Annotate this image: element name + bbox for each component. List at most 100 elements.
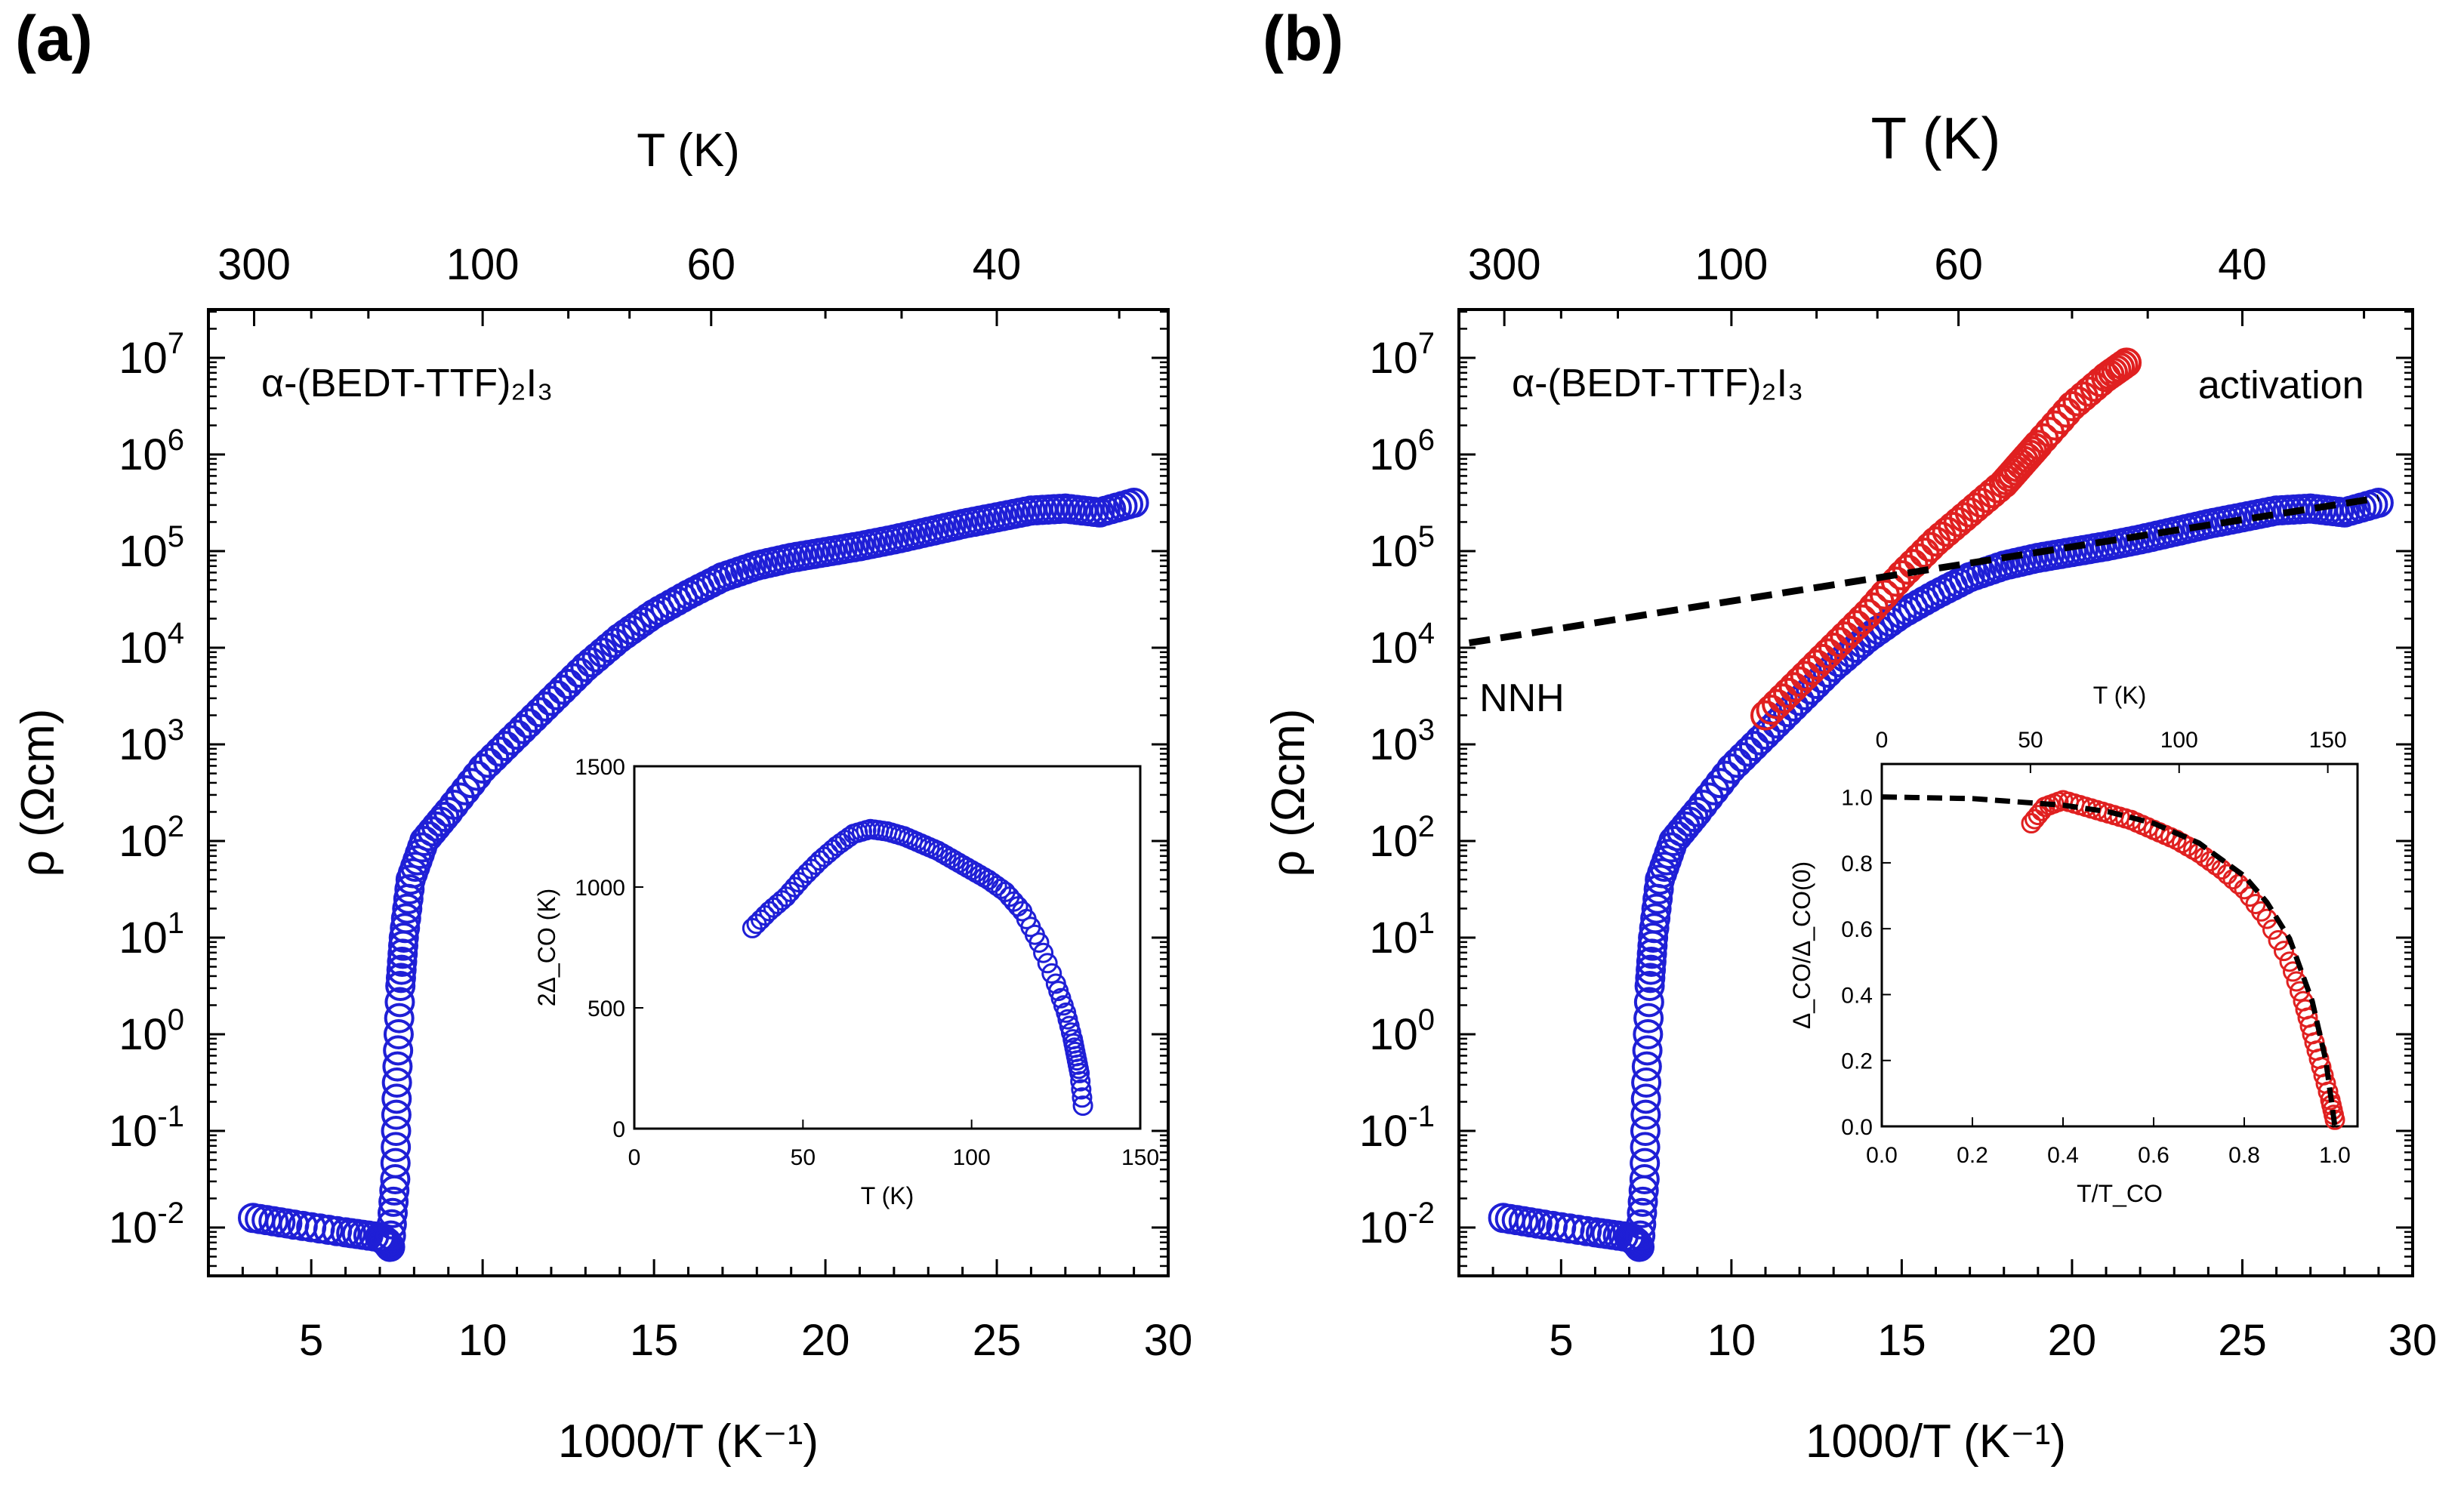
x-tick-label: 15 <box>1877 1316 1926 1365</box>
blue-data-point <box>547 674 578 705</box>
inset-x-tick-label: 0.6 <box>2138 1143 2169 1168</box>
inset-data-point <box>2283 961 2303 982</box>
blue-data-point <box>375 1220 406 1251</box>
blue-data-point <box>1630 1132 1661 1163</box>
blue-data-point <box>386 954 417 985</box>
blue-data-point <box>1630 1116 1661 1146</box>
inset-top-tick-label: 50 <box>2018 728 2043 753</box>
blue-data-point <box>479 742 510 773</box>
blue-data-point <box>524 697 555 728</box>
y-axis-label: ρ (Ωcm) <box>1263 709 1315 877</box>
red-data-point <box>1812 638 1843 669</box>
blue-data-point <box>381 1083 412 1114</box>
red-data-point <box>1778 672 1809 703</box>
blue-data-point <box>376 1209 407 1240</box>
blue-data-point <box>1641 893 1672 924</box>
inset-data-point <box>1072 1095 1093 1117</box>
blue-data-point <box>1633 1003 1664 1034</box>
y-tick-label: 106 <box>1369 424 1435 479</box>
y-tick-label: 102 <box>1369 810 1435 866</box>
inset-x-tick-label: 0 <box>628 1145 641 1170</box>
x-tick-label: 25 <box>973 1316 1022 1365</box>
x-axis-label: 1000/T (K⁻¹) <box>558 1416 819 1468</box>
blue-data-point <box>1634 971 1665 1001</box>
red-data-point <box>1756 695 1787 725</box>
inset-x-label: T (K) <box>861 1182 914 1209</box>
inset-data-point <box>1069 1062 1090 1083</box>
red-data-point <box>1784 666 1815 697</box>
blue-data-point <box>1636 954 1667 985</box>
compound-label: α-(BEDT-TTF)₂I₃ <box>1512 362 1803 405</box>
y-tick-label: 101 <box>1369 907 1435 963</box>
blue-data-point <box>564 658 595 689</box>
blue-data-point <box>385 963 416 993</box>
inset-y-tick-label: 1.0 <box>1841 786 1873 811</box>
blue-data-point <box>519 702 550 733</box>
y-tick-label: 107 <box>1369 327 1435 383</box>
blue-data-point <box>1738 731 1769 762</box>
blue-data-point <box>553 669 584 699</box>
red-data-point <box>1898 549 1929 580</box>
y-tick-label: 10-1 <box>109 1100 184 1156</box>
blue-data-point <box>377 1197 408 1228</box>
blue-data-point <box>1640 903 1671 934</box>
red-data-point <box>1835 615 1866 646</box>
blue-data-point <box>384 1003 415 1034</box>
red-data-point <box>2101 355 2132 385</box>
red-data-point <box>1841 610 1872 641</box>
blue-data-point <box>473 747 504 778</box>
blue-data-point <box>1638 923 1669 953</box>
blue-data-point <box>375 1231 406 1262</box>
inset-frame <box>633 765 1142 1130</box>
inset-data-point <box>2268 929 2289 950</box>
blue-data-point <box>1631 1051 1662 1082</box>
inset-y-tick-label: 1500 <box>575 755 625 780</box>
y-tick-label: 100 <box>119 1003 184 1059</box>
inset-fit-line <box>1881 794 2338 1127</box>
blue-data-point <box>381 1067 412 1098</box>
red-data-point <box>1807 643 1838 674</box>
top-axis-label: T (K) <box>637 125 740 177</box>
blue-data-point <box>381 1099 412 1130</box>
inset-y-tick-label: 0.4 <box>1841 983 1873 1008</box>
inset-y-label: 2Δ_CO (K) <box>533 889 560 1007</box>
blue-data-point <box>1716 753 1747 784</box>
y-tick-label: 10-2 <box>109 1197 184 1252</box>
red-data-point <box>1767 683 1798 714</box>
blue-data-point <box>380 1164 411 1194</box>
inset-y-tick-label: 500 <box>587 997 625 1021</box>
x-tick-label: 20 <box>2048 1316 2097 1365</box>
blue-data-point <box>384 987 415 1018</box>
blue-data-point <box>1625 1220 1656 1251</box>
blue-data-point <box>1630 1148 1661 1178</box>
red-data-point <box>1914 531 1945 562</box>
inset-y-label: Δ_CO/Δ_CO(0) <box>1788 861 1815 1029</box>
blue-data-point <box>390 913 421 944</box>
x-tick-label: 20 <box>801 1316 850 1365</box>
red-data-point <box>2108 350 2139 380</box>
blue-data-point <box>535 685 566 716</box>
blue-data-point <box>501 719 532 750</box>
red-data-point <box>1796 655 1827 685</box>
blue-data-point <box>1626 1209 1657 1240</box>
blue-data-point <box>1632 1035 1663 1066</box>
inset-x-tick-label: 50 <box>791 1145 816 1170</box>
top-tick-label: 300 <box>1468 240 1541 289</box>
top-tick-label: 40 <box>2218 240 2267 289</box>
red-data-point <box>1818 633 1849 663</box>
blue-data-point <box>1629 1164 1660 1194</box>
blue-data-point <box>381 1132 412 1163</box>
red-data-point <box>2105 352 2136 383</box>
top-tick-label: 100 <box>1695 240 1768 289</box>
top-tick-label: 40 <box>973 240 1022 289</box>
blue-data-point <box>1635 963 1666 993</box>
blue-data-point <box>541 679 572 710</box>
panel-a: (a) 5 10 15 20 25 30 300 100 60 40 10-2 10-1 100 101 10… <box>12 3 1192 1468</box>
y-tick-label: 102 <box>119 810 184 866</box>
red-data-point <box>1762 689 1792 719</box>
blue-data-point <box>467 753 498 784</box>
blue-data-point <box>1630 1099 1661 1130</box>
x-tick-label: 10 <box>1707 1316 1756 1365</box>
inset-data-point <box>1070 1071 1091 1092</box>
inset-top-tick-label: 150 <box>2309 728 2347 753</box>
